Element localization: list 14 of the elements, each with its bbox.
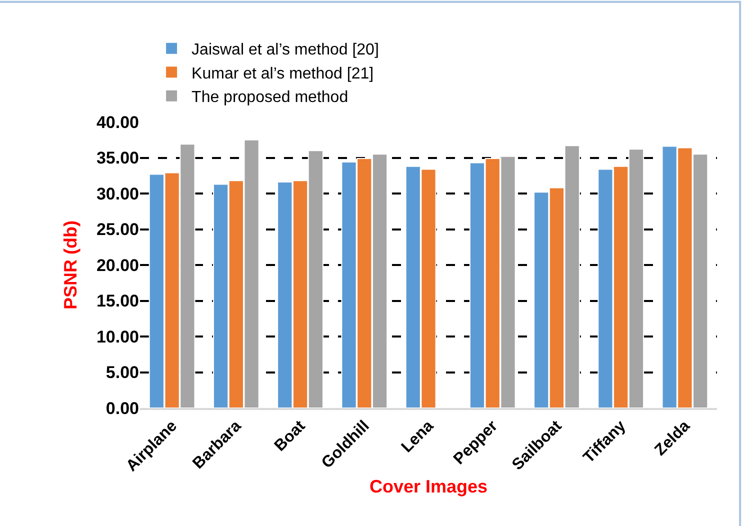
y-tick-label: 5.00 <box>106 363 139 382</box>
y-tick-label: 30.00 <box>96 184 139 204</box>
legend-label: Kumar et al’s method [21] <box>192 65 374 82</box>
y-tick-label: 40.00 <box>96 112 139 132</box>
y-tick-label: 35.00 <box>96 148 139 168</box>
legend-label: Jaiswal et al’s method [20] <box>192 42 379 59</box>
legend-label: The proposed method <box>192 89 348 106</box>
y-tick-label: 10.00 <box>96 327 139 346</box>
y-axis-title: PSNR (db) <box>60 220 81 310</box>
y-tick-label: 15.00 <box>96 292 139 311</box>
y-tick-label: 20.00 <box>96 256 139 275</box>
x-axis-title: Cover Images <box>369 476 488 497</box>
y-tick-label: 0.00 <box>106 398 139 418</box>
y-tick-label: 25.00 <box>96 220 139 240</box>
